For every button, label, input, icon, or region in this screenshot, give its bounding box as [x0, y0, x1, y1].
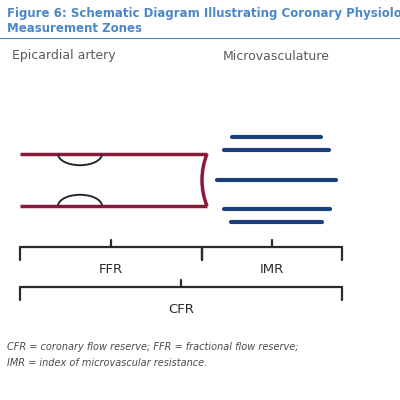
Text: IMR = index of microvascular resistance.: IMR = index of microvascular resistance. [7, 358, 208, 368]
Text: Epicardial artery: Epicardial artery [12, 50, 116, 62]
Text: Microvasculature: Microvasculature [222, 50, 330, 62]
Text: Measurement Zones: Measurement Zones [7, 22, 142, 35]
Text: FFR: FFR [99, 263, 123, 276]
Text: CFR = coronary flow reserve; FFR = fractional flow reserve;: CFR = coronary flow reserve; FFR = fract… [7, 342, 299, 352]
Text: Figure 6: Schematic Diagram Illustrating Coronary Physiology: Figure 6: Schematic Diagram Illustrating… [7, 7, 400, 20]
Text: IMR: IMR [260, 263, 284, 276]
Text: CFR: CFR [168, 303, 194, 316]
